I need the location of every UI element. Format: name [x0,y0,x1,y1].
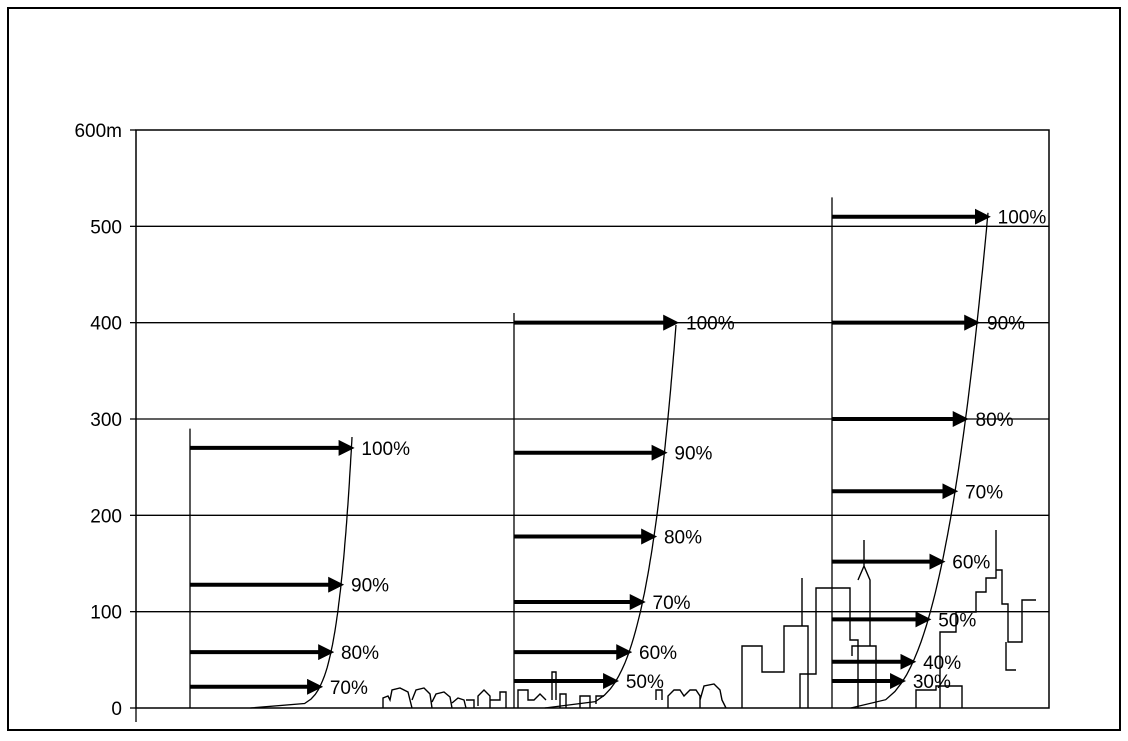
outer-border [7,7,1121,731]
speed-label-70: 70% [965,482,1003,503]
wind-profile-curve [250,436,353,709]
wind-profiles: 100% 90% 80% 70% 100% 90% 80% 70% 60% 50% 100% 90% 8… [189,197,1047,709]
wind-profile-curve [850,212,989,709]
speed-label-80: 80% [341,643,379,664]
profile-open: 100% 90% 80% 70% [189,428,410,709]
wind-profile-curve [544,324,677,709]
urban-silhouettes [741,530,1036,708]
speed-label-100: 100% [998,208,1047,229]
speed-label-70: 70% [653,593,691,614]
speed-label-90: 90% [351,576,389,597]
speed-label-60: 60% [639,643,677,664]
speed-label-90: 90% [987,314,1025,335]
speed-label-60: 60% [952,553,990,574]
profile-urban: 100% 90% 80% 70% 60% 50% 40%30% [831,197,1047,709]
speed-label-50: 50% [626,672,664,693]
speed-label-50: 50% [938,610,976,631]
speed-label-30: 30% [913,672,951,693]
house-silhouettes [382,687,507,709]
y-tick-label: 300 [90,410,122,431]
y-tick-label: 400 [90,314,122,335]
terrain-silhouettes [382,530,1036,709]
y-axis: 0 100 200 300 400 500 600m [74,121,137,722]
speed-label-100: 100% [361,439,410,460]
speed-label-70: 70% [330,678,368,699]
speed-label-80: 80% [664,528,702,549]
suburban-silhouettes [517,671,727,709]
speed-label-40: 40% [923,653,961,674]
profile-suburban: 100% 90% 80% 70% 60% 50% [513,313,735,709]
y-tick-label: 600m [74,121,122,142]
speed-label-90: 90% [674,444,712,465]
speed-label-100: 100% [686,314,735,335]
y-tick-label: 0 [111,699,122,720]
y-tick-label: 200 [90,506,122,527]
speed-label-80: 80% [976,410,1014,431]
y-tick-label: 500 [90,217,122,238]
y-tick-label: 100 [90,603,122,624]
